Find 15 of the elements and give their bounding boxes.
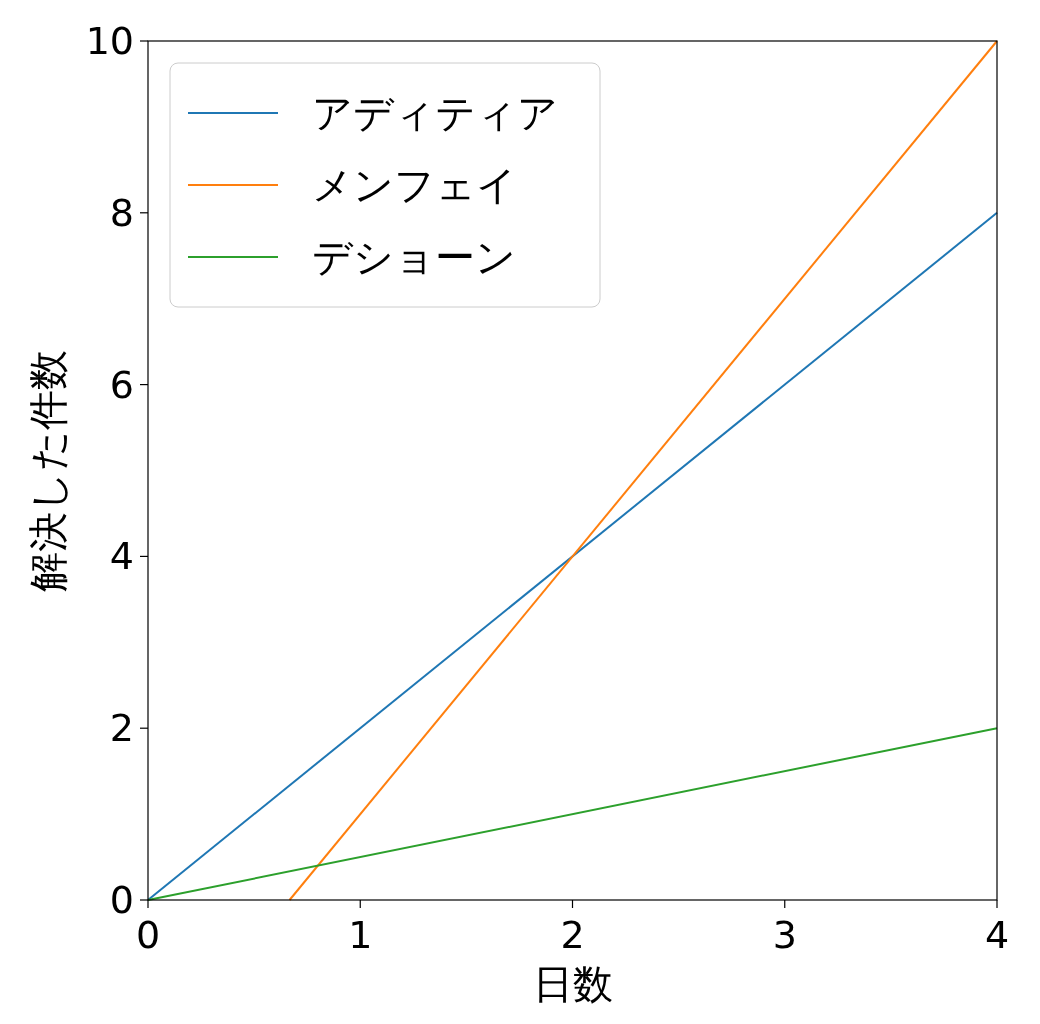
y-tick-label: 4 [109, 534, 134, 579]
y-tick-label: 10 [85, 19, 134, 63]
legend-label: メンフェイ [312, 162, 517, 208]
x-tick-label: 3 [772, 913, 797, 957]
x-axis-title: 日数 [532, 961, 613, 1007]
y-axis-title: 解決した件数 [25, 349, 71, 592]
y-tick-label: 0 [109, 878, 134, 922]
y-tick-label: 6 [109, 362, 134, 407]
y-tick-label: 2 [109, 706, 134, 751]
x-tick-label: 1 [348, 913, 373, 957]
x-tick-label: 4 [984, 913, 1010, 957]
x-tick-label: 2 [560, 913, 585, 957]
legend-label: デショーン [312, 234, 516, 280]
legend-label: アディティア [312, 90, 558, 136]
y-tick-label: 8 [109, 190, 134, 235]
